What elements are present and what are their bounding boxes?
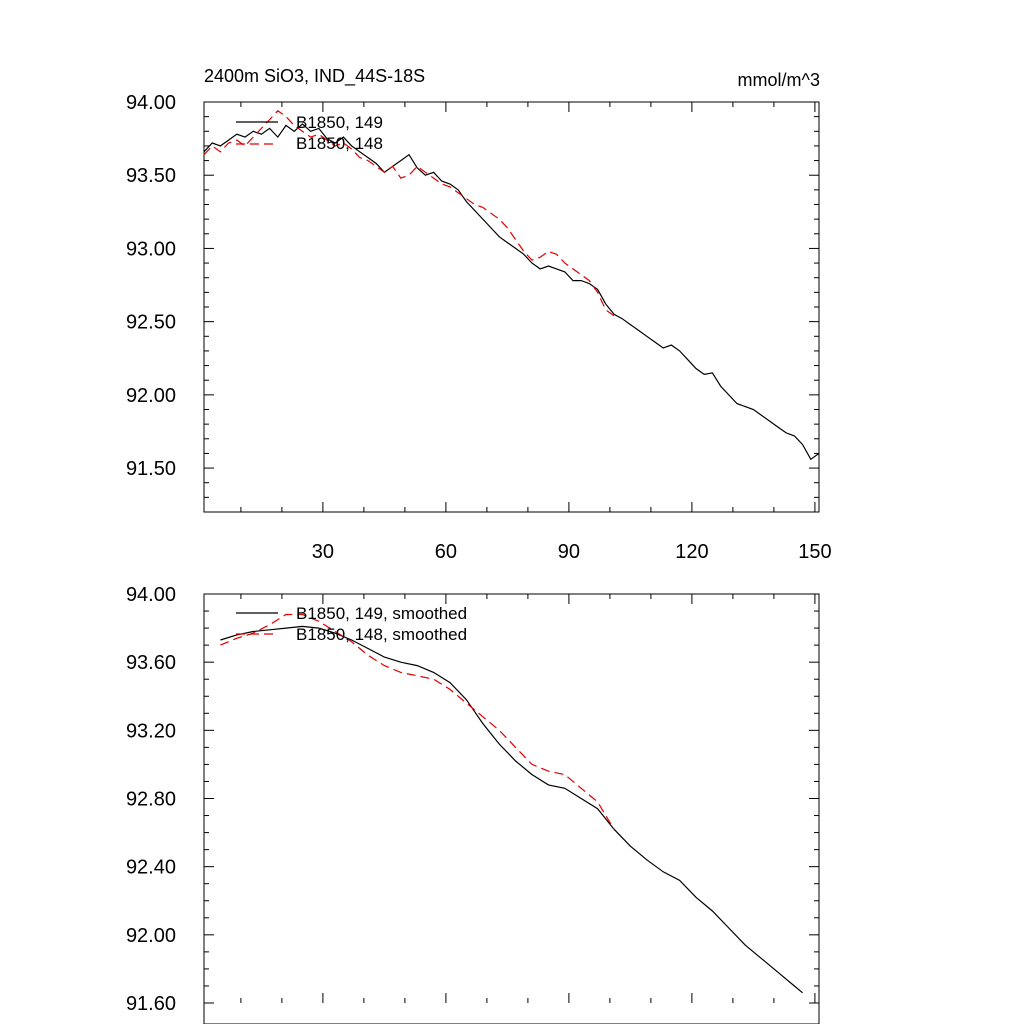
y-tick-label: 94.00 — [126, 584, 176, 606]
legend-label-149-smoothed: B1850, 149, smoothed — [296, 604, 467, 623]
y-tick-label: 92.00 — [126, 385, 176, 407]
bottom-plot-frame — [203, 593, 820, 1024]
y-tick-label: 92.80 — [126, 789, 176, 811]
x-tick-label: 60 — [435, 541, 457, 563]
y-tick-label: 94.00 — [126, 92, 176, 114]
x-tick-label: 30 — [312, 541, 334, 563]
bottom-axis-ticks: 91.60 92.00 92.40 92.80 93.20 93.60 94.00 — [126, 584, 819, 1015]
x-tick-label: 150 — [798, 541, 831, 563]
legend-label-148: B1850, 148 — [296, 134, 383, 153]
series-line-148 — [203, 110, 615, 317]
y-tick-label: 92.50 — [126, 312, 176, 334]
y-tick-label: 93.60 — [126, 652, 176, 674]
y-tick-label: 93.20 — [126, 720, 176, 742]
x-tick-label: 120 — [675, 541, 708, 563]
chart-title: 2400m SiO3, IND_44S-18S — [204, 66, 425, 87]
y-tick-label: 92.00 — [126, 925, 176, 947]
top-series-group — [203, 110, 820, 461]
legend-label-148-smoothed: B1850, 148, smoothed — [296, 625, 467, 644]
top-plot-frame — [203, 101, 820, 513]
y-tick-label: 91.50 — [126, 458, 176, 480]
y-tick-label: 92.40 — [126, 857, 176, 879]
bottom-series-group — [220, 613, 803, 994]
y-tick-label: 91.60 — [126, 993, 176, 1015]
series-line-149-smoothed — [220, 625, 803, 994]
y-tick-label: 93.50 — [126, 165, 176, 187]
bottom-legend: B1850, 149, smoothed B1850, 148, smoothe… — [236, 604, 467, 644]
series-line-149 — [203, 123, 820, 461]
y-tick-label: 93.00 — [126, 238, 176, 260]
legend-label-149: B1850, 149 — [296, 113, 383, 132]
top-panel: 2400m SiO3, IND_44S-18S mmol/m^3 91.50 92… — [126, 66, 832, 563]
top-axis-ticks: 91.50 92.00 92.50 93.00 93.50 94.00 30 60 90 120 1… — [126, 92, 832, 563]
bottom-panel: 91.60 92.00 92.40 92.80 93.20 93.60 94.00 B185… — [126, 584, 820, 1024]
series-line-148-smoothed — [220, 613, 615, 830]
top-legend: B1850, 149 B1850, 148 — [236, 113, 383, 153]
units-label: mmol/m^3 — [738, 70, 820, 90]
x-tick-label: 90 — [558, 541, 580, 563]
